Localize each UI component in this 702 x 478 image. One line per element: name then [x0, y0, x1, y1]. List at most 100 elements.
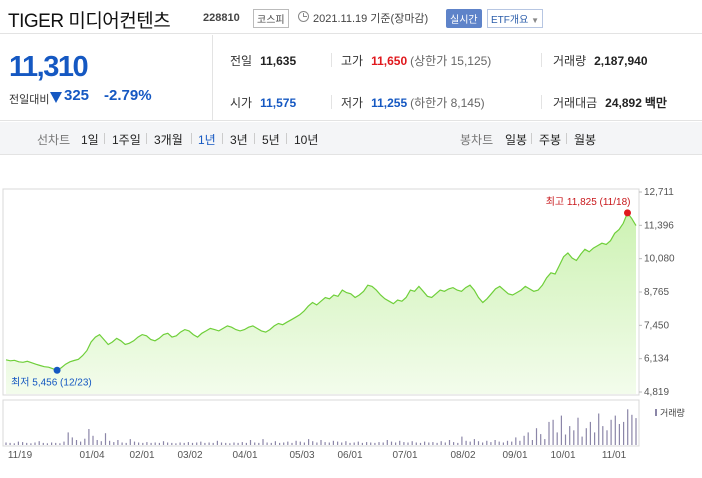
- tab-10y[interactable]: 10년: [294, 133, 319, 147]
- y-tick-label: 11,396: [644, 220, 674, 231]
- volume-bar: [523, 435, 525, 445]
- tab-1d[interactable]: 1일: [81, 133, 99, 147]
- price-line: [5, 211, 637, 371]
- change-value: 325: [64, 87, 90, 104]
- volume-bar: [100, 441, 102, 445]
- volume-bar: [477, 441, 480, 445]
- volume-bar: [312, 441, 314, 445]
- volume-bar: [407, 442, 409, 445]
- x-tick-label: 05/03: [289, 450, 314, 461]
- volume-bar: [245, 442, 247, 445]
- volume-bar: [320, 440, 322, 445]
- stock-code: 228810: [203, 12, 240, 24]
- volume-bar: [473, 439, 475, 445]
- volume-bar: [395, 442, 397, 445]
- volume-bar: [303, 442, 305, 445]
- volume-bar: [337, 441, 339, 445]
- price-summary: 11,310 전일대비 325 -2.79% 전일 11,635 고가 11,650…: [0, 35, 702, 121]
- volume-bar: [121, 442, 123, 445]
- volume-bar: [42, 442, 44, 445]
- prev-close-label: 전일: [230, 54, 253, 68]
- price-chart[interactable]: 12,711 11,396 10,080 8,765 7,450 6,134 4,819 1…: [0, 156, 702, 478]
- divider: [331, 95, 332, 109]
- volume-bar: [457, 442, 459, 445]
- tab-5y[interactable]: 5년: [262, 133, 280, 147]
- volume-bar: [448, 440, 451, 445]
- y-tick-label: 7,450: [644, 320, 669, 331]
- volume-bar: [506, 440, 509, 445]
- x-tick-label: 10/01: [550, 450, 575, 461]
- divider: [104, 133, 105, 144]
- tab-monthly-candle[interactable]: 월봉: [574, 133, 597, 147]
- tab-1y[interactable]: 1년: [198, 133, 216, 147]
- y-tick-label: 6,134: [644, 354, 669, 365]
- volume-bar: [212, 442, 214, 445]
- volume-bar: [287, 441, 289, 445]
- volume-bar: [419, 442, 422, 445]
- tab-3m[interactable]: 3개월: [154, 133, 183, 147]
- volume-bar: [30, 443, 32, 445]
- volume-bar: [55, 442, 57, 445]
- tab-1w[interactable]: 1주일: [112, 133, 141, 147]
- volume-legend-label: 거래량: [660, 407, 685, 418]
- current-price: 11,310: [9, 51, 89, 83]
- volume-bar: [183, 442, 185, 445]
- realtime-button[interactable]: 실시간: [446, 9, 482, 28]
- base-date: 2021.11.19 기준(장마감): [313, 13, 429, 25]
- volume-bar: [502, 442, 504, 445]
- amount-label: 거래대금: [553, 96, 598, 110]
- period-tabs: 선차트 1일 1주일 3개월 1년 3년 5년 10년 봉차트 일봉 주봉 월봉: [0, 122, 702, 155]
- volume-bar: [158, 442, 160, 445]
- volume-bar: [614, 415, 616, 445]
- etf-overview-dropdown[interactable]: ETF개요 ▼: [487, 9, 543, 28]
- volume-bar: [237, 442, 239, 445]
- volume-bar: [133, 441, 136, 445]
- volume-bar: [113, 442, 115, 445]
- volume-bar: [573, 430, 575, 445]
- volume-bar: [461, 436, 463, 445]
- volume-bar: [428, 442, 430, 445]
- etf-overview-label: ETF개요: [491, 15, 529, 26]
- stock-header: TIGER 미디어컨텐츠 228810 코스피 2021.11.19 기준(장마…: [0, 0, 702, 34]
- volume-bar: [399, 440, 401, 445]
- tab-daily-candle[interactable]: 일봉: [505, 133, 528, 147]
- volume-bar: [349, 442, 351, 445]
- high-value: 11,650: [371, 54, 408, 68]
- volume-bar: [444, 442, 446, 445]
- volume-bar: [249, 440, 252, 445]
- volume-bar: [142, 442, 144, 445]
- volume-bar: [167, 442, 169, 445]
- tab-3y[interactable]: 3년: [230, 133, 248, 147]
- stock-name: TIGER 미디어컨텐츠: [8, 11, 171, 32]
- volume-stat: 거래량 2,187,940: [553, 52, 648, 69]
- y-tick-label: 8,765: [644, 287, 669, 298]
- volume-bar: [511, 441, 513, 445]
- volume-label: 거래량: [553, 54, 587, 68]
- volume-bar: [374, 442, 376, 445]
- volume-bar: [187, 442, 189, 445]
- open-value: 11,575: [260, 96, 297, 110]
- volume-bar: [171, 442, 173, 445]
- volume-bar: [415, 442, 417, 445]
- change-rate: -2.79%: [104, 87, 152, 104]
- volume-bar: [22, 442, 24, 445]
- volume-bar: [498, 441, 500, 445]
- volume-bar: [229, 443, 231, 445]
- y-axis-ticks: 12,711 11,396 10,080 8,765 7,450 6,134 4,819: [639, 187, 675, 398]
- volume-bar: [569, 426, 571, 445]
- volume-bar: [353, 442, 355, 445]
- volume-bar: [594, 432, 596, 445]
- volume-bar: [241, 442, 243, 445]
- volume-bar: [179, 442, 181, 445]
- volume-bar: [154, 442, 156, 445]
- volume-bar: [220, 442, 223, 445]
- x-tick-label: 11/19: [8, 450, 33, 461]
- volume-bar: [5, 442, 7, 445]
- volume-bar: [436, 442, 438, 445]
- tab-weekly-candle[interactable]: 주봉: [539, 133, 562, 147]
- high-label: 최고 11,825 (11/18): [546, 196, 631, 208]
- volume-bars: [5, 409, 637, 445]
- x-tick-label: 03/02: [177, 450, 202, 461]
- volume-bar: [386, 440, 388, 445]
- volume-bar: [84, 438, 86, 445]
